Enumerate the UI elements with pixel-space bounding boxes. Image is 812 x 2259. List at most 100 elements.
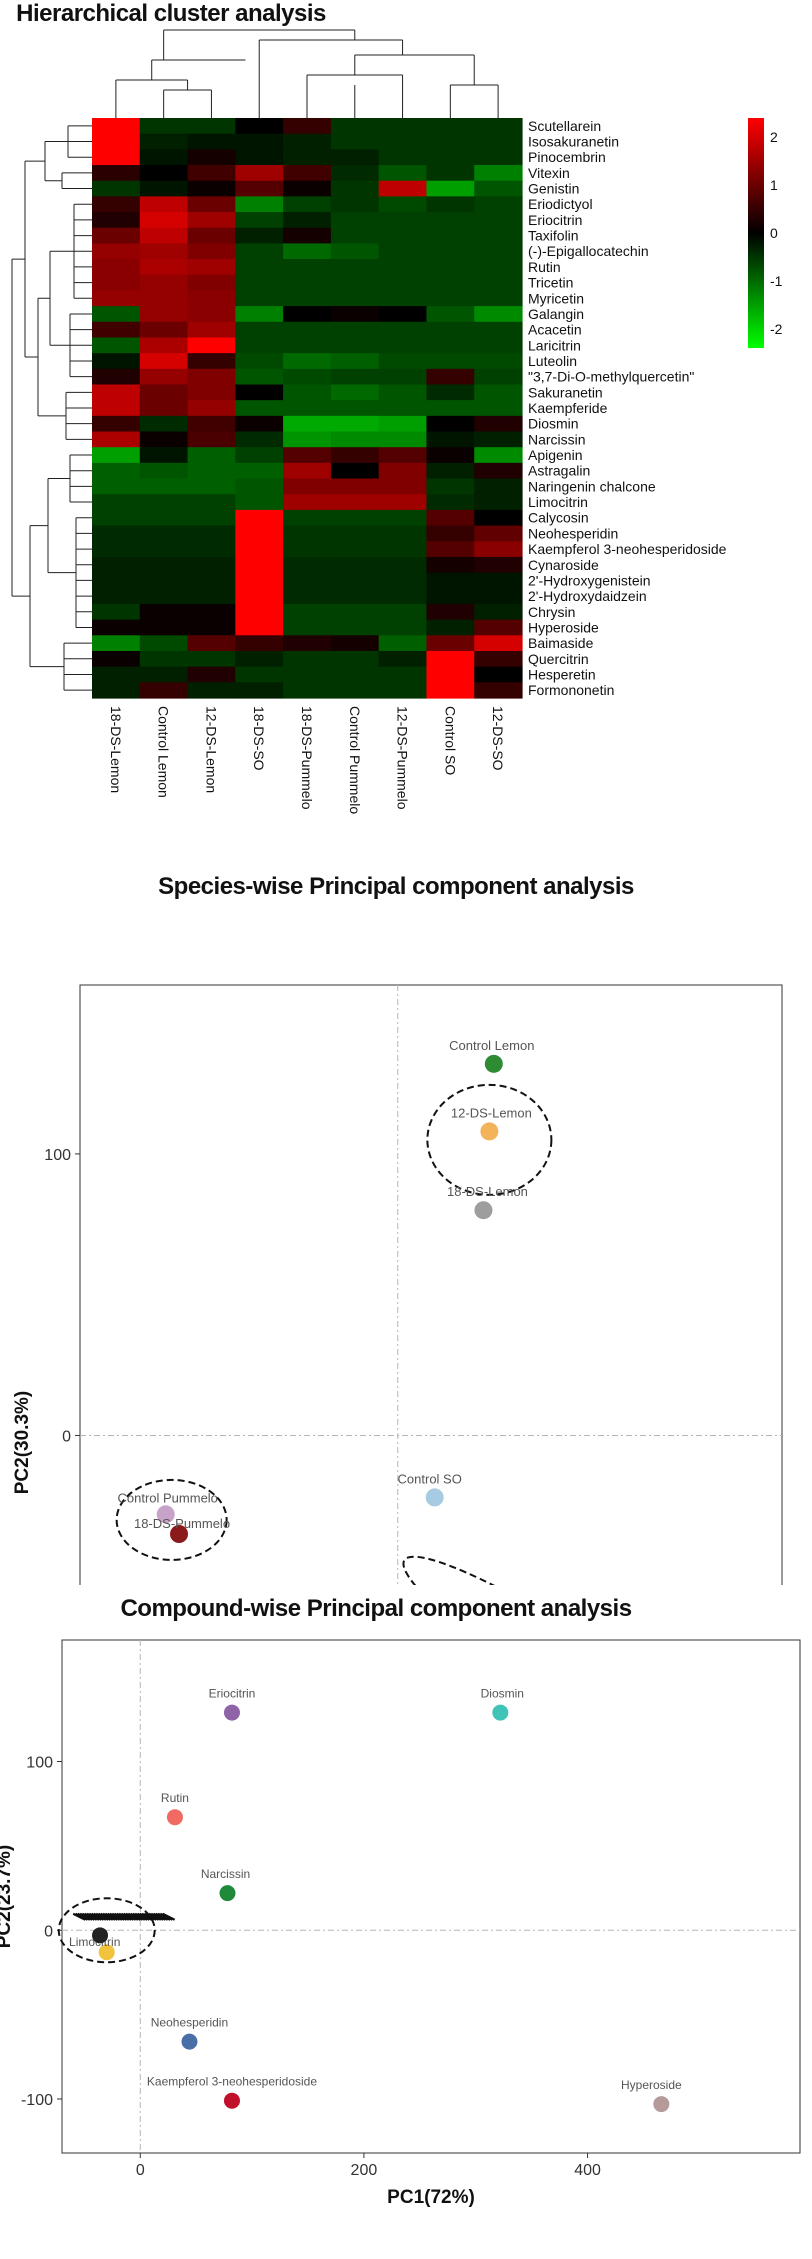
heatmap-cell <box>474 447 523 464</box>
data-point <box>223 1704 240 1721</box>
heatmap-column-label: Control Pummelo <box>347 706 363 814</box>
heatmap-cell <box>474 619 523 636</box>
heatmap-cell <box>426 337 475 354</box>
heatmap-cell <box>187 447 236 464</box>
colorbar-tick-label: 1 <box>770 177 778 193</box>
data-point-label: Diosmin <box>481 1687 524 1701</box>
heatmap-row-label: 2'-Hydroxygenistein <box>528 572 651 588</box>
heatmap-cell <box>235 196 284 213</box>
y-tick-label: 100 <box>44 1147 71 1164</box>
heatmap-cell <box>378 368 428 386</box>
heatmap-cell <box>187 118 236 135</box>
heatmap-cell <box>330 603 380 621</box>
heatmap-cell <box>187 462 236 480</box>
heatmap-cell <box>235 588 284 605</box>
heatmap-cell <box>474 682 523 699</box>
heatmap-cell <box>474 259 523 276</box>
heatmap-cell <box>474 588 523 605</box>
heatmap-row-label: Cynaroside <box>528 557 599 573</box>
heatmap-cell <box>235 400 284 417</box>
heatmap-cell <box>378 212 428 229</box>
heatmap-cell <box>139 603 189 621</box>
heatmap-cell <box>474 415 523 433</box>
heatmap-row-label: Kaempferol 3-neohesperidoside <box>528 541 727 557</box>
heatmap-cell <box>139 494 189 511</box>
heatmap-column-label: Control SO <box>442 706 458 775</box>
heatmap-row-label: Apigenin <box>528 447 583 463</box>
cluster-ellipse <box>426 1083 553 1196</box>
heatmap-cell <box>139 118 189 135</box>
heatmap-cell <box>330 556 380 574</box>
heatmap-cell <box>330 650 380 668</box>
heatmap-cell <box>187 149 236 166</box>
heatmap-cell <box>139 415 189 433</box>
heatmap-cell <box>378 227 428 245</box>
heatmap-cell <box>426 149 475 166</box>
heatmap-cell <box>92 431 141 448</box>
data-point-label: Hyperoside <box>621 2078 682 2092</box>
heatmap-cell <box>426 478 475 495</box>
data-point <box>484 1054 503 1073</box>
heatmap-cell <box>187 415 236 433</box>
heatmap-cell <box>235 415 284 433</box>
heatmap-cell <box>378 259 428 276</box>
heatmap-cell <box>235 321 284 339</box>
heatmap-cell <box>139 588 189 605</box>
heatmap-cell <box>426 431 475 448</box>
heatmap-row-label: Calycosin <box>528 510 589 526</box>
heatmap-cell <box>187 384 236 401</box>
heatmap-cell <box>378 400 428 417</box>
heatmap-row-label: Taxifolin <box>528 228 579 244</box>
heatmap-cell <box>426 572 475 589</box>
heatmap-cell <box>330 400 380 417</box>
heatmap-row-label: Rutin <box>528 259 561 275</box>
data-point <box>181 2033 198 2050</box>
heatmap-cell <box>426 274 475 292</box>
species-pca-chart: -200-10001002001000-100PC1(64%)PC2(30.3%… <box>12 984 783 1585</box>
heatmap-cell <box>283 556 332 574</box>
heatmap-cell <box>474 650 523 668</box>
heatmap-cell <box>187 525 236 542</box>
heatmap-cell <box>235 572 284 589</box>
heatmap-cell <box>330 227 380 245</box>
heatmap-cell <box>378 180 428 197</box>
heatmap-cell <box>187 337 236 354</box>
heatmap-cell <box>92 400 141 417</box>
data-point-label: Eriocitrin <box>209 1687 256 1701</box>
heatmap-cell <box>139 165 189 182</box>
heatmap-title: Hierarchical cluster analysis <box>16 0 326 27</box>
heatmap-cell <box>426 525 475 542</box>
heatmap-cell <box>426 462 475 480</box>
heatmap-cell <box>139 243 189 260</box>
heatmap-cell <box>235 525 284 542</box>
heatmap-cell <box>139 384 189 401</box>
heatmap-cell <box>330 353 380 370</box>
heatmap-cell <box>92 196 141 213</box>
heatmap-cell <box>139 149 189 166</box>
x-axis-title: PC1(72%) <box>387 2187 475 2208</box>
heatmap-cell <box>235 149 284 166</box>
row-dendrogram <box>11 125 92 691</box>
heatmap-cell <box>283 572 332 589</box>
data-point-label: 12-DS-Lemon <box>451 1105 532 1120</box>
heatmap-cell <box>139 556 189 574</box>
heatmap-row-label: Pinocembrin <box>528 149 606 165</box>
heatmap-cell <box>139 212 189 229</box>
heatmap-cell <box>235 650 284 668</box>
heatmap-cell <box>474 227 523 245</box>
heatmap-cell <box>139 431 189 448</box>
heatmap-row-label: 2'-Hydroxydaidzein <box>528 588 647 604</box>
heatmap-cell <box>139 619 189 636</box>
heatmap-cell <box>330 212 380 229</box>
heatmap-cell <box>330 321 380 339</box>
colorbar-tick-label: -2 <box>770 321 783 337</box>
heatmap-cell <box>283 509 332 527</box>
heatmap-column-label: 12-DS-Pummelo <box>395 706 411 810</box>
compound-pca-title: Compound-wise Principal component analys… <box>120 1595 632 1622</box>
heatmap-cell <box>283 682 332 699</box>
heatmap-cell <box>92 682 141 699</box>
heatmap-cell <box>330 509 380 527</box>
heatmap-cell <box>139 509 189 527</box>
heatmap-cell <box>92 180 141 197</box>
heatmap-cell <box>378 243 428 260</box>
